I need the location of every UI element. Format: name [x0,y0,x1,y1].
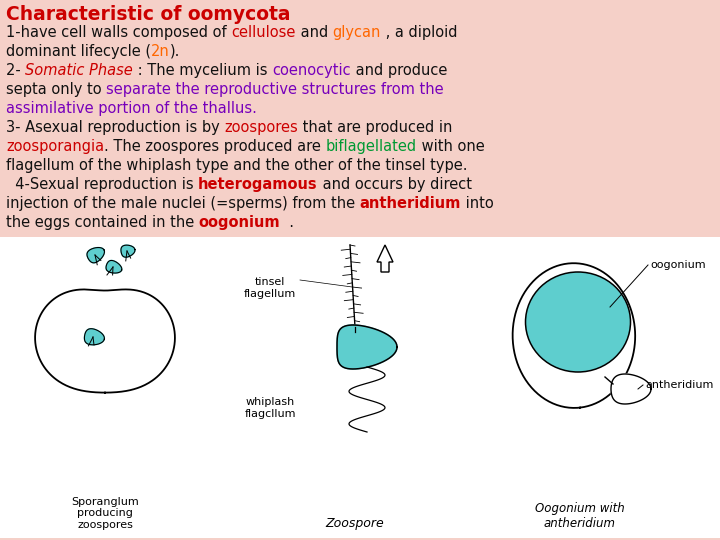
Text: assimilative portion of the thallus.: assimilative portion of the thallus. [6,101,257,116]
Text: zoospores: zoospores [225,120,298,135]
Text: .: . [281,215,294,230]
Polygon shape [513,263,635,408]
Text: Characteristic of oomycota: Characteristic of oomycota [6,5,290,24]
Text: into: into [461,196,494,211]
Text: . The zoospores produced are: . The zoospores produced are [104,139,325,154]
Text: Oogonium with
antheridium: Oogonium with antheridium [535,502,625,530]
Polygon shape [84,329,104,345]
Text: whiplash
flagcllum: whiplash flagcllum [244,397,296,418]
Text: oogonium: oogonium [199,215,281,230]
Bar [0,237,720,538]
Polygon shape [611,374,651,404]
Text: biflagellated: biflagellated [325,139,417,154]
Polygon shape [87,247,104,263]
Polygon shape [35,289,175,393]
Polygon shape [337,325,397,369]
Text: and: and [296,25,333,40]
Polygon shape [377,245,393,272]
Text: 2n: 2n [151,44,170,59]
Text: tinsel
flagellum: tinsel flagellum [244,277,296,299]
Text: , a diploid: , a diploid [381,25,457,40]
Polygon shape [106,260,122,273]
Text: injection of the male nuclei (=sperms) from the: injection of the male nuclei (=sperms) f… [6,196,360,211]
Text: septa only to: septa only to [6,82,107,97]
Ellipse shape [526,272,631,372]
Text: dominant lifecycle (: dominant lifecycle ( [6,44,151,59]
Text: cellulose: cellulose [231,25,296,40]
Text: flagellum of the whiplash type and the other of the tinsel type.: flagellum of the whiplash type and the o… [6,158,467,173]
Text: Sporanglum
producing
zoospores: Sporanglum producing zoospores [71,497,139,530]
Text: ).: ). [170,44,180,59]
Text: that are produced in: that are produced in [298,120,452,135]
Text: zoosporangia: zoosporangia [6,139,104,154]
Text: 1-have cell walls composed of: 1-have cell walls composed of [6,25,231,40]
Text: 4-Sexual reproduction is: 4-Sexual reproduction is [6,177,198,192]
Text: heterogamous: heterogamous [198,177,318,192]
Text: glycan: glycan [333,25,381,40]
Text: 3- Asexual reproduction is by: 3- Asexual reproduction is by [6,120,225,135]
Text: and occurs by direct: and occurs by direct [318,177,472,192]
Text: coenocytic: coenocytic [272,63,351,78]
Text: the eggs contained in the: the eggs contained in the [6,215,199,230]
Text: oogonium: oogonium [650,260,706,270]
Text: separate the reproductive structures from the: separate the reproductive structures fro… [107,82,444,97]
Text: with one: with one [417,139,485,154]
Text: : The mycelium is: : The mycelium is [133,63,272,78]
Polygon shape [121,245,135,257]
Text: Zoospore: Zoospore [325,517,384,530]
Text: antheridium: antheridium [360,196,461,211]
Text: antheridium: antheridium [645,380,714,390]
Text: Somatic Phase: Somatic Phase [25,63,133,78]
Text: 2-: 2- [6,63,25,78]
Text: and produce: and produce [351,63,447,78]
